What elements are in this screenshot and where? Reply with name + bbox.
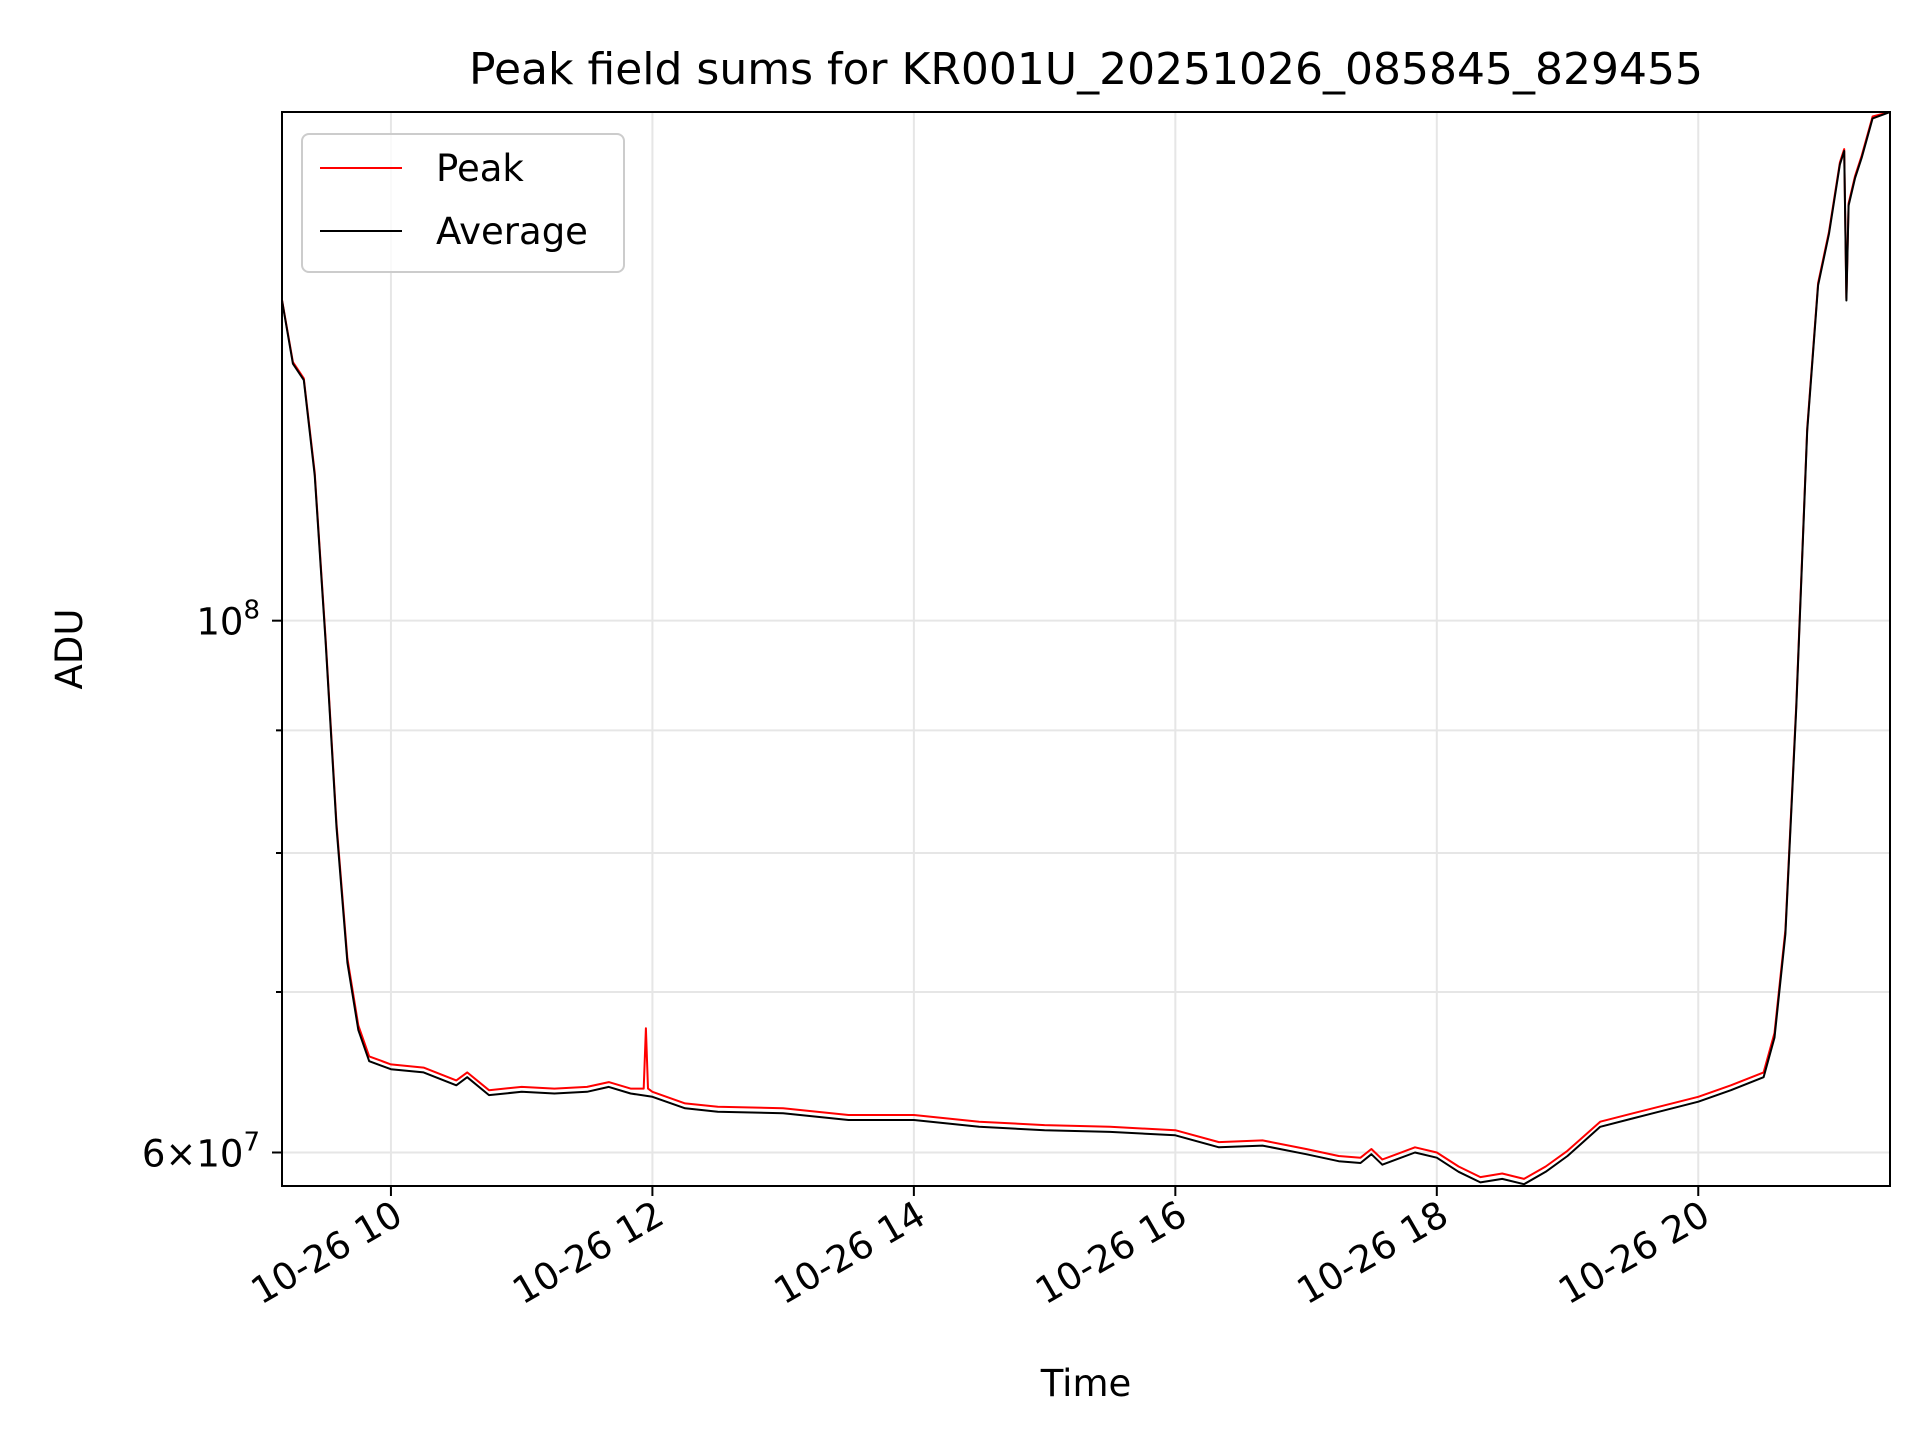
y-tick-label: 108 [196, 596, 260, 644]
plot-frame [281, 111, 1891, 1187]
y-tick-label: 6×107 [142, 1127, 260, 1175]
grid-layer [282, 112, 1890, 1186]
y-axis-label: ADU [48, 609, 91, 690]
chart-title: Peak field sums for KR001U_20251026_0858… [469, 44, 1703, 95]
series-line-average [282, 112, 1890, 1186]
series-layer [282, 112, 1890, 1186]
legend-label-peak: Peak [436, 147, 524, 190]
legend: Peak Average [301, 133, 625, 273]
legend-label-average: Average [436, 210, 588, 253]
x-axis-label: Time [1040, 1362, 1132, 1405]
